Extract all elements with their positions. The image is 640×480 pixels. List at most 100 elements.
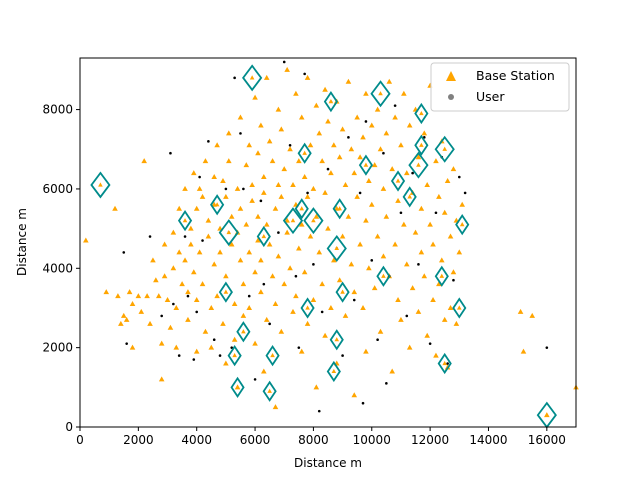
base-station-point: [529, 312, 536, 318]
base-station-point: [310, 297, 317, 303]
highlight-diamond-center: [334, 337, 340, 342]
base-station-point: [401, 221, 407, 227]
base-station-point: [161, 273, 168, 279]
base-station-point: [298, 348, 305, 354]
highlight-diamond-center: [331, 368, 337, 374]
base-station-point: [447, 233, 454, 239]
highlight-diamond: [437, 352, 452, 375]
user-point: [288, 143, 292, 147]
base-station-point: [266, 241, 273, 247]
user-point: [212, 338, 216, 342]
base-station-point: [278, 126, 285, 132]
user-point: [312, 263, 315, 266]
highlight-diamond-center: [232, 352, 237, 358]
highlight-diamond: [230, 376, 245, 398]
highlight-diamond-center: [182, 218, 188, 223]
user-point: [457, 175, 461, 179]
highlight-diamond-center: [223, 289, 229, 294]
user-point: [172, 302, 175, 306]
user-point: [224, 187, 228, 191]
base-station-point: [325, 118, 331, 124]
user-point: [452, 278, 455, 282]
x-axis: 0 2000 4000 6000 8000 10000 12000 14000 16000: [76, 427, 566, 447]
base-station-point: [287, 265, 293, 271]
base-station-point: [173, 304, 180, 310]
base-station-point: [246, 249, 253, 255]
base-station-point: [436, 281, 442, 287]
base-station-point: [336, 277, 343, 283]
base-station-point: [190, 269, 197, 275]
base-station-point: [453, 320, 460, 326]
base-station-point: [193, 205, 200, 211]
base-station-point: [424, 332, 430, 338]
user-point: [192, 358, 196, 361]
base-station-point: [263, 316, 270, 322]
base-station-point: [368, 122, 375, 128]
base-station-point: [447, 304, 454, 310]
highlight-diamond: [358, 154, 374, 176]
base-station-point: [441, 209, 448, 215]
highlight-diamond-center: [302, 150, 307, 155]
base-station-point: [243, 162, 250, 168]
base-station-point: [354, 193, 360, 199]
base-station-point: [272, 301, 279, 306]
base-station-point: [296, 245, 302, 251]
base-station-point: [430, 241, 436, 247]
base-station-point: [208, 344, 215, 350]
base-station-point: [223, 360, 229, 366]
base-station-point: [383, 130, 390, 136]
base-station-point: [401, 90, 407, 96]
base-station-point: [182, 257, 188, 263]
base-station-point: [261, 174, 267, 180]
base-station-point: [275, 106, 282, 112]
base-station-point: [199, 193, 206, 199]
y-tick-label: 8000: [42, 103, 73, 117]
user-point: [422, 136, 426, 139]
base-station-point: [161, 241, 168, 247]
user-point: [239, 132, 242, 135]
user-point: [233, 76, 236, 80]
base-station-point: [249, 181, 255, 187]
base-station-point: [418, 205, 425, 211]
base-station-point: [415, 154, 422, 160]
base-station-point: [205, 217, 212, 223]
user-point: [303, 72, 306, 76]
user-point: [282, 60, 286, 64]
base-station-point: [258, 257, 264, 263]
base-station-point: [377, 328, 384, 334]
user-point: [207, 140, 210, 143]
highlight-diamond-center: [290, 218, 296, 223]
highlight-diamond-center: [249, 75, 255, 80]
base-station-point: [284, 66, 290, 72]
highlight-diamond-center: [419, 142, 424, 147]
x-tick-label: 8000: [298, 433, 329, 447]
base-station-point: [144, 293, 150, 299]
highlight-diamond: [282, 207, 304, 235]
user-point: [393, 104, 397, 107]
base-station-point: [395, 197, 401, 203]
user-point: [361, 401, 365, 405]
user-point: [306, 191, 309, 195]
base-station-point: [179, 281, 185, 287]
user-point: [186, 294, 190, 298]
base-station-point: [459, 201, 466, 207]
base-station-point: [275, 181, 282, 187]
x-axis-label: Distance m: [294, 456, 362, 470]
base-station-point: [316, 249, 323, 255]
base-station-point: [237, 257, 244, 263]
base-station-point: [363, 217, 369, 223]
base-station-point: [441, 316, 448, 322]
base-station-point: [272, 205, 279, 211]
base-station-point: [322, 189, 328, 195]
base-station-point: [176, 205, 182, 211]
base-station-point: [211, 261, 218, 267]
base-station-point: [284, 229, 290, 235]
user-point: [195, 310, 199, 314]
base-station-point: [456, 249, 463, 255]
user-point: [148, 235, 152, 238]
user-point: [169, 151, 172, 155]
user-point: [352, 298, 356, 302]
base-station-point: [141, 158, 147, 164]
base-station-point: [296, 158, 302, 164]
base-station-point: [115, 293, 121, 299]
